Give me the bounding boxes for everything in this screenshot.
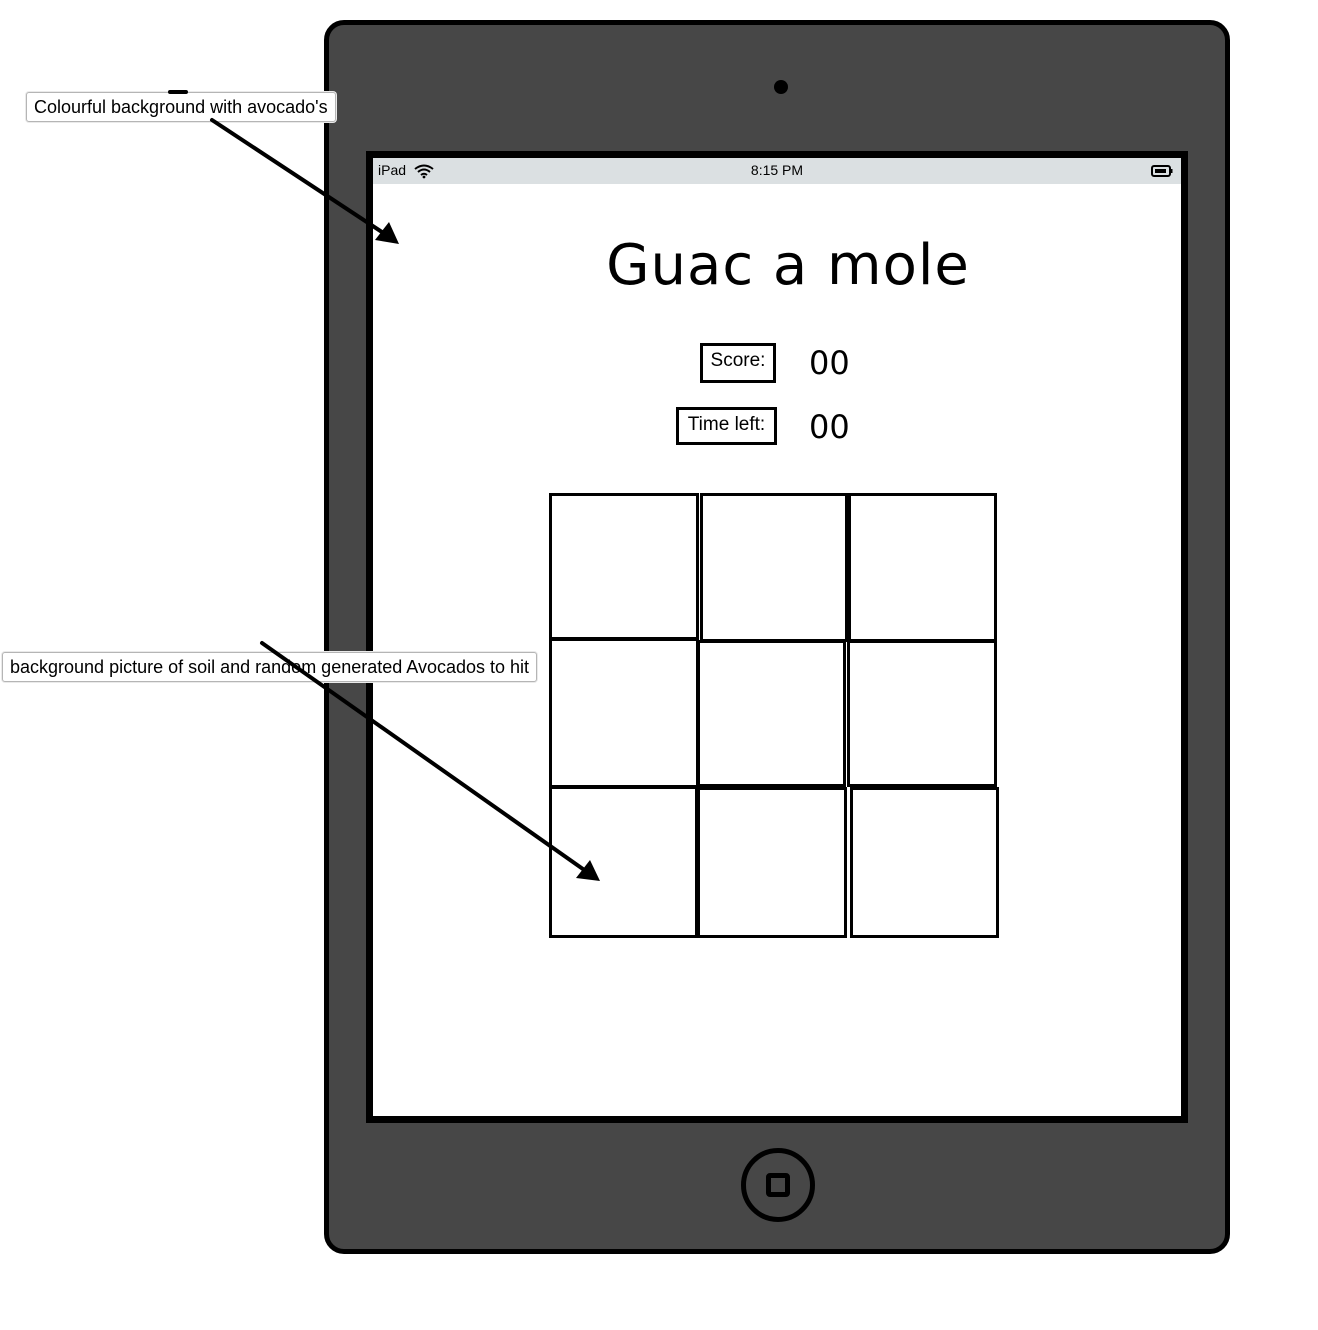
home-button[interactable]	[741, 1148, 815, 1222]
grid-cell-1[interactable]	[549, 493, 699, 640]
score-label: Score:	[700, 343, 776, 383]
status-time: 8:15 PM	[750, 162, 804, 178]
wifi-icon	[414, 164, 434, 179]
grid-cell-6[interactable]	[847, 640, 997, 787]
grid-cell-8[interactable]	[697, 787, 847, 938]
ipad-frame: iPad 8:15 PM Guac a mole Score: 00 Time …	[324, 20, 1230, 1254]
time-left-value: 00	[809, 408, 850, 446]
game-title: Guac a mole	[606, 233, 970, 298]
mole-grid	[549, 493, 999, 938]
status-bar: iPad 8:15 PM	[373, 158, 1181, 184]
home-button-icon	[766, 1173, 790, 1197]
grid-cell-5[interactable]	[697, 640, 846, 787]
grid-cell-4[interactable]	[549, 638, 699, 788]
background-annotation: Colourful background with avocado's	[26, 92, 336, 122]
score-value: 00	[809, 344, 850, 382]
grid-cell-2[interactable]	[700, 493, 848, 642]
grid-cell-3[interactable]	[848, 493, 997, 642]
grid-cell-7[interactable]	[549, 786, 698, 938]
grid-annotation: background picture of soil and random ge…	[2, 652, 538, 682]
grid-cell-9[interactable]	[850, 787, 999, 938]
battery-icon	[1151, 165, 1173, 177]
time-left-label: Time left:	[676, 407, 777, 445]
camera-icon	[774, 80, 788, 94]
screen: iPad 8:15 PM Guac a mole Score: 00 Time …	[366, 151, 1188, 1123]
